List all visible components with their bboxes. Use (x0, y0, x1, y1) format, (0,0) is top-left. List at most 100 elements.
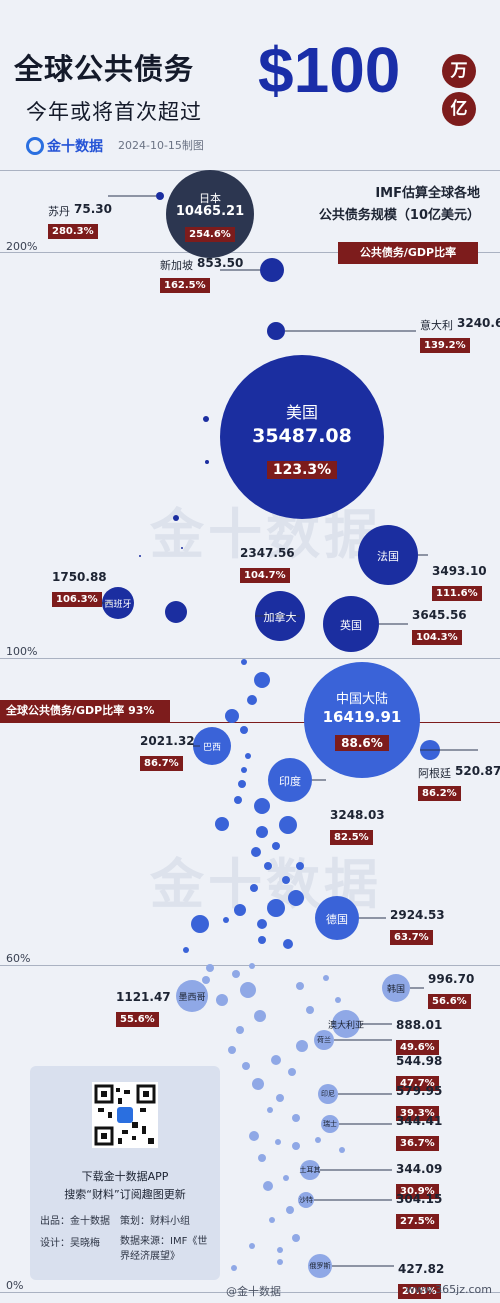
minor-bubble (240, 982, 256, 998)
legend-pill: 公共债务/GDP比率 (338, 242, 478, 264)
minor-bubble (225, 709, 239, 723)
minor-bubble (238, 780, 246, 788)
minor-bubble (267, 1107, 273, 1113)
bubble-ratio: 36.7% (396, 1131, 439, 1151)
minor-bubble (191, 915, 209, 933)
bubble-ratio: 123.3% (262, 459, 342, 479)
minor-bubble (236, 1026, 244, 1034)
bubble-value: 427.82 (398, 1262, 445, 1276)
minor-bubble (288, 1068, 296, 1076)
bubble-name: 荷兰 (317, 1035, 331, 1044)
bubble-2 (260, 258, 284, 282)
minor-bubble (296, 1040, 308, 1052)
bubble-19 (321, 1115, 339, 1133)
minor-bubble (231, 1265, 237, 1271)
minor-bubble (288, 890, 304, 906)
ratio-badge: 162.5% (160, 278, 210, 293)
minor-bubble (292, 1234, 300, 1242)
ratio-badge: 123.3% (266, 461, 338, 479)
bubble-13 (315, 896, 359, 940)
brand-logo: 金十数据 (26, 136, 103, 156)
qr-code[interactable] (92, 1082, 158, 1148)
bubble-ratio: 27.5% (396, 1209, 439, 1229)
ratio-badge: 47.7% (396, 1076, 439, 1091)
brand-logo-icon (26, 137, 44, 155)
minor-bubble (277, 1259, 283, 1265)
bubble-value: 1121.47 (116, 990, 171, 1004)
bubble-name: 俄罗斯 (309, 1261, 331, 1270)
bubble-name: 阿根廷 (418, 767, 451, 780)
credit-producer-value: 金十数据 (70, 1216, 110, 1227)
legend-line2: 公共债务规模（10亿美元） (318, 208, 480, 223)
ratio-badge: 20.8% (398, 1284, 441, 1299)
bubble-name: 意大利 (420, 319, 453, 332)
bubble-22 (308, 1254, 332, 1278)
credit-producer-key: 出品： (40, 1216, 70, 1227)
site-watermark: www.365jz.com (405, 1283, 492, 1296)
credit-designer-key: 设计： (40, 1238, 70, 1249)
weibo-handle: @金十数据 (226, 1285, 281, 1298)
y-tick-60: 60% (6, 952, 31, 965)
bubble-5 (358, 525, 418, 585)
gridline-100 (0, 658, 500, 659)
bubble-name: 瑞士 (323, 1119, 337, 1128)
ratio-badge: 104.7% (240, 568, 290, 583)
minor-bubble (267, 899, 285, 917)
unit-yi: 亿 (442, 92, 476, 126)
minor-bubble (272, 842, 280, 850)
bubble-6 (102, 587, 134, 619)
minor-bubble (275, 1139, 281, 1145)
bubble-ratio: 111.6% (432, 581, 482, 601)
ratio-badge: 254.6% (185, 227, 235, 242)
ratio-badge: 88.6% (335, 735, 389, 751)
minor-bubble (283, 939, 293, 949)
ratio-badge: 49.6% (396, 1040, 439, 1055)
minor-bubble (251, 847, 261, 857)
minor-bubble (286, 1206, 294, 1214)
bubble-ratio: 104.3% (412, 625, 462, 645)
minor-bubble (240, 726, 248, 734)
ratio-badge: 56.6% (428, 994, 471, 1009)
bubble-value: 344.41 (396, 1114, 443, 1128)
minor-bubble (254, 798, 270, 814)
minor-bubble (263, 1181, 273, 1191)
minor-bubble (205, 460, 209, 464)
bubble-12 (268, 758, 312, 802)
bubble-value: 2021.32 (140, 734, 195, 748)
minor-bubble (264, 862, 272, 870)
minor-bubble (254, 1010, 266, 1022)
bubble-value: 344.09 (396, 1162, 443, 1176)
y-tick-200: 200% (6, 240, 38, 253)
bubble-name: 德国 (326, 912, 348, 926)
unit-wan: 万 (442, 54, 476, 88)
minor-bubble (323, 975, 329, 981)
minor-bubble (247, 695, 257, 705)
minor-bubble (206, 964, 214, 972)
minor-bubble (258, 936, 266, 944)
bubble-name: 法国 (377, 549, 399, 563)
bubble-ratio: 39.3% (396, 1101, 439, 1121)
bubble-value: 2924.53 (390, 908, 445, 922)
bubble-ratio: 254.6% (180, 222, 240, 242)
bubble-3 (267, 322, 285, 340)
ratio-badge: 139.2% (420, 338, 470, 353)
minor-bubble (271, 1055, 281, 1065)
bubble-value: 10465.21 (175, 204, 245, 219)
title-line2: 今年或将首次超过 (26, 100, 202, 124)
bubble-value: 1750.88 (52, 570, 107, 584)
ratio-badge: 36.7% (396, 1136, 439, 1151)
bubble-10 (193, 727, 231, 765)
minor-bubble (296, 862, 304, 870)
ratio-badge: 104.3% (412, 630, 462, 645)
qr-code-icon (94, 1084, 156, 1146)
brand-logo-text: 金十数据 (47, 139, 103, 155)
bubble-ratio: 106.3% (52, 587, 102, 607)
minor-bubble (257, 919, 267, 929)
ratio-badge: 63.7% (390, 930, 433, 945)
credit-designer-value: 吴晓梅 (70, 1238, 100, 1249)
bubble-21 (298, 1192, 314, 1208)
minor-bubble (139, 555, 141, 557)
bubble-ratio: 88.6% (322, 732, 402, 751)
credit-planner: 策划：财料小组 (120, 1212, 190, 1227)
legend: IMF估算全球各地 公共债务规模（10亿美元） (260, 183, 480, 227)
